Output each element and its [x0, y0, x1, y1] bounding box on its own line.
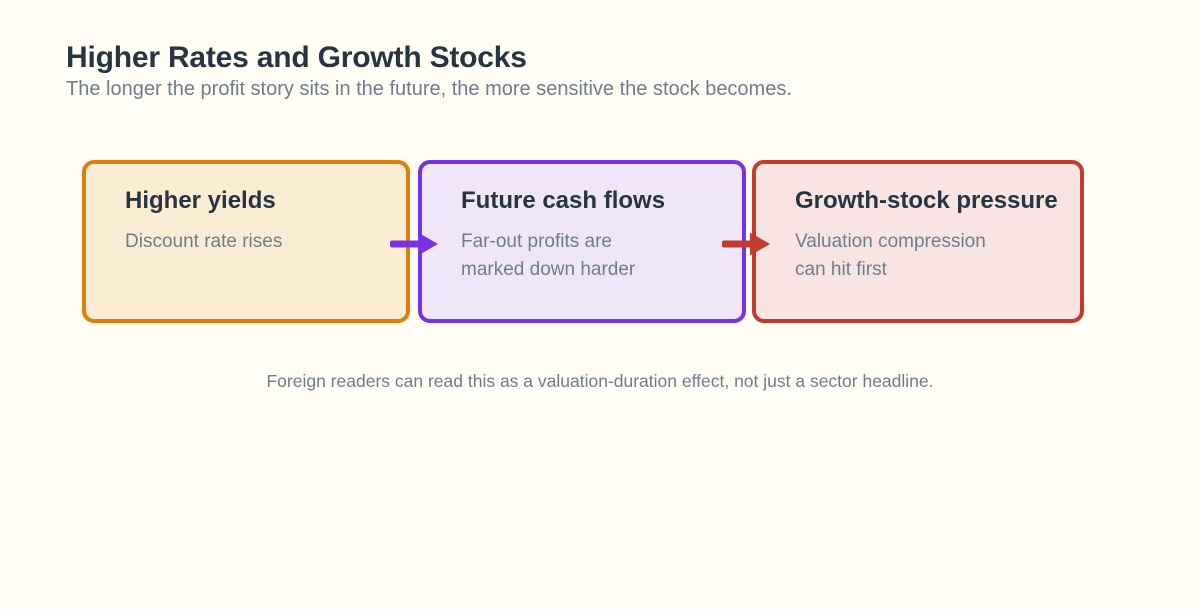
arrow-right-icon — [722, 231, 770, 257]
flow-box-higher-yields: Higher yields Discount rate rises — [82, 160, 410, 323]
box-body: Far-out profits are marked down harder — [461, 231, 636, 280]
box-body: Discount rate rises — [125, 231, 283, 252]
page-title: Higher Rates and Growth Stocks — [66, 41, 527, 74]
page-subtitle: The longer the profit story sits in the … — [66, 78, 792, 100]
footnote: Foreign readers can read this as a valua… — [266, 371, 934, 391]
box-title: Growth-stock pressure — [795, 187, 1058, 214]
flow-box-future-cash-flows: Future cash flows Far-out profits are ma… — [418, 160, 746, 323]
flow-box-growth-stock-pressure: Growth-stock pressure Valuation compress… — [752, 160, 1084, 323]
arrow-right-icon — [390, 231, 438, 257]
box-title: Higher yields — [125, 187, 276, 214]
box-title: Future cash flows — [461, 187, 666, 214]
box-body: Valuation compression can hit first — [795, 231, 986, 280]
